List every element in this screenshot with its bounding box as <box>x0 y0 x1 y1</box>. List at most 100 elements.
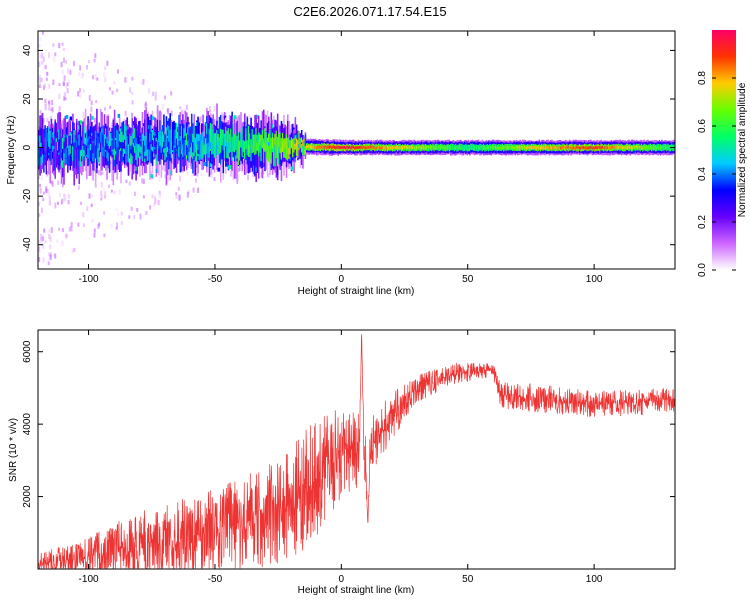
spectrogram-noise-cell <box>46 170 49 177</box>
spectrogram-cell <box>563 145 566 149</box>
spectrogram-noise-cell <box>87 60 90 64</box>
spectrogram-cell <box>250 139 252 147</box>
spectrogram-cell <box>183 138 185 152</box>
spectrogram-cell <box>491 145 494 149</box>
spectrogram-cell <box>482 146 485 150</box>
spectrogram-cell <box>274 134 276 145</box>
spectrogram-cell <box>662 145 664 149</box>
spectrogram-cell <box>549 146 552 150</box>
spectrogram-cell <box>175 123 178 151</box>
spectrogram-cell <box>56 141 59 158</box>
spectrogram-cell <box>372 145 375 149</box>
spectrogram-ticks: -100 -50 0 50 100 40 20 0 -20 -40 <box>22 31 675 285</box>
spectrogram-noise-cell <box>161 165 164 171</box>
spectrogram-noise-cell <box>167 176 170 182</box>
spectrogram-cell <box>84 144 87 157</box>
spectrogram-noise-cell <box>149 205 152 210</box>
spectrogram-cell <box>361 145 364 149</box>
spectrogram-cell <box>82 134 84 146</box>
spectrogram-noise-cell <box>66 87 69 94</box>
spectrogram-cell <box>46 133 49 148</box>
spectrogram-cell <box>256 142 259 150</box>
spectrogram-cell <box>515 145 518 149</box>
spectrogram-cell <box>107 146 110 153</box>
spectrogram-cell <box>389 146 391 149</box>
spectrogram-cell <box>246 140 249 150</box>
spectrogram-cell <box>150 131 153 145</box>
spectrogram-cell <box>493 145 495 149</box>
spectrogram-cell <box>511 145 514 149</box>
spectrogram-cell <box>270 144 273 157</box>
spectrogram-cell <box>317 145 319 149</box>
spectrogram-cell <box>251 128 254 150</box>
spectrogram-cell <box>383 146 385 149</box>
spectrogram-cell <box>232 134 235 147</box>
spectrogram-cell <box>132 147 135 156</box>
spectrogram-cell <box>298 131 300 149</box>
spectrogram-noise-cell <box>199 116 202 122</box>
spectrogram-cell <box>506 146 509 150</box>
spectrogram-cell <box>428 145 431 149</box>
spectrogram-cell <box>54 146 56 159</box>
spectrogram-cell <box>206 134 209 139</box>
spectrogram-frame <box>37 30 676 270</box>
spectrogram-noise-cell <box>48 229 51 233</box>
colorbar-tick-label: 0.2 <box>697 215 708 229</box>
spectrogram-cell <box>630 146 633 149</box>
spectrogram-cell <box>188 139 190 153</box>
spectrogram-cell <box>513 146 515 150</box>
spectrogram-cell <box>618 145 620 149</box>
spectrogram-cell <box>600 146 602 150</box>
spectrogram-noise-cell <box>177 186 180 191</box>
spectrogram-cell <box>637 145 639 149</box>
spectrogram-cell <box>281 132 284 153</box>
spectrogram-noise-cell <box>54 202 57 209</box>
spectrogram-noise-cell <box>49 254 52 261</box>
spectrogram-cell <box>299 143 302 149</box>
spectrogram-cell <box>585 146 587 150</box>
spectrogram-cell <box>53 137 55 171</box>
spectrogram-cell <box>391 146 394 150</box>
spectrogram-cell <box>244 141 246 148</box>
spectrogram-cell <box>385 146 388 150</box>
spectrogram-noise-cell <box>118 189 121 195</box>
colorbar-tick-label: 0.6 <box>697 119 708 133</box>
spectrogram-cell <box>471 146 474 150</box>
spectrogram-noise-cell <box>103 210 106 215</box>
spectrogram-cell <box>67 148 69 160</box>
spectrogram-noise-cell <box>198 117 201 123</box>
spectrogram-noise-cell <box>120 221 123 226</box>
spectrogram-noise-cell <box>43 228 46 233</box>
spectrogram-cell <box>333 145 336 149</box>
snr-y-tick-label: 4000 <box>22 413 33 436</box>
spectrogram-cell <box>261 134 264 148</box>
spectrogram-noise-cell <box>131 100 134 105</box>
spectrogram-cell <box>126 137 129 144</box>
spectrogram-cell <box>319 145 322 149</box>
snr-x-tick-label: 0 <box>339 574 345 585</box>
spectrogram-cell <box>242 152 246 157</box>
spectrogram-cell <box>370 145 372 149</box>
snr-y-label: SNR (10 * v/v) <box>8 418 19 482</box>
spectrogram-cell <box>217 167 220 172</box>
spectrogram-cell <box>195 121 199 126</box>
spectrogram-noise-cell <box>47 201 50 207</box>
spectrogram-cell <box>213 135 216 158</box>
spectrogram-cell <box>547 146 549 150</box>
spectrogram-noise-cell <box>137 117 140 122</box>
spectrogram-cell <box>438 145 441 149</box>
spectrogram-noise-cell <box>48 196 51 202</box>
spectrogram-noise-cell <box>116 69 119 74</box>
spectrogram-cell <box>156 145 159 155</box>
spectrogram-cell <box>89 137 92 144</box>
spectrogram-noise-cell <box>154 95 157 101</box>
spectrogram-noise-cell <box>133 191 136 197</box>
spectrogram-noise-cell <box>54 253 57 259</box>
spectrogram-cell <box>146 113 149 165</box>
spectrogram-noise-cell <box>45 186 48 192</box>
spectrogram-cell <box>498 146 500 150</box>
spectrogram-cell <box>561 146 563 150</box>
spectrogram-noise-cell <box>163 95 166 100</box>
spectrogram-cell <box>159 145 161 154</box>
spectrogram-noise-cell <box>38 175 41 180</box>
